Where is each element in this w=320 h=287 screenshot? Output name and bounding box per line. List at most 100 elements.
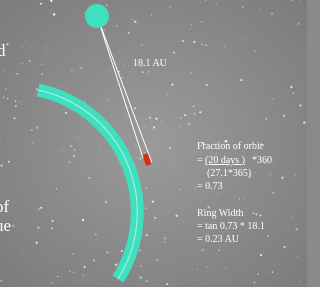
fragment: d (0, 41, 6, 60)
star-dot (253, 281, 255, 283)
star-dot (21, 63, 22, 64)
star-dot (8, 161, 10, 163)
star-dot (51, 227, 53, 229)
star-dot (156, 258, 159, 261)
star-dot (291, 217, 292, 218)
star-dot (119, 71, 120, 72)
star-dot (267, 236, 268, 237)
ring-segment (145, 154, 149, 165)
star-dot (32, 142, 34, 144)
star-dot (21, 46, 22, 47)
star-dot (255, 213, 257, 215)
star-dot (222, 91, 223, 92)
star-dot (180, 117, 181, 118)
star-dot (225, 267, 226, 268)
star-dot (139, 249, 141, 251)
star-dot (246, 118, 247, 119)
star-dot (57, 276, 58, 277)
star-dot (52, 282, 54, 284)
star-dot (36, 88, 38, 90)
star-dot (75, 216, 76, 217)
star-dot (190, 28, 191, 29)
star-dot (164, 241, 165, 242)
star-dot (152, 201, 154, 203)
star-dot (73, 272, 74, 273)
star-dot (182, 40, 184, 42)
star-dot (17, 73, 19, 75)
star-dot (193, 41, 195, 43)
star-dot (128, 32, 130, 34)
star-dot (167, 94, 168, 95)
fragment: of (0, 197, 10, 216)
denominator: (27.1*365) (207, 168, 251, 179)
star-dot (139, 158, 141, 160)
star-dot (15, 105, 17, 107)
star-dot (121, 250, 123, 252)
star-dot (224, 45, 225, 46)
star-dot (14, 117, 16, 119)
star-dot (12, 225, 15, 228)
star-dot (218, 250, 219, 251)
star-dot (195, 187, 196, 188)
star-dot (201, 250, 202, 251)
star-dot (105, 201, 107, 203)
star-dot (40, 3, 42, 5)
star-dot (84, 101, 85, 102)
star-dot (257, 273, 259, 275)
star-dot (88, 177, 90, 179)
star-dot (283, 115, 285, 117)
star-dot (155, 118, 157, 120)
star-dot (36, 241, 38, 243)
star-dot (290, 86, 292, 88)
star-dot (184, 114, 186, 116)
star-dot (295, 228, 297, 230)
star-dot (74, 149, 76, 151)
star-dot (142, 71, 144, 73)
star-dot (266, 118, 268, 120)
star-dot (170, 162, 171, 163)
star-dot (40, 207, 42, 209)
star-dot (297, 23, 299, 25)
star-dot (272, 271, 273, 272)
star-dot (82, 219, 84, 221)
star-dot (244, 198, 245, 199)
star-dot (93, 260, 95, 262)
star-dot (166, 283, 168, 285)
star-dot (272, 98, 273, 99)
star-dot (37, 226, 39, 228)
star-dot (283, 246, 285, 248)
star-dot (281, 177, 283, 179)
star-dot (25, 41, 26, 42)
star-dot (191, 24, 193, 26)
star-dot (141, 44, 143, 46)
fraction-title: Fraction of orbit (197, 141, 263, 152)
star-dot (271, 13, 273, 15)
star-dot (179, 126, 180, 127)
star-dot (201, 21, 203, 23)
star-dot (61, 151, 62, 152)
star-dot (115, 264, 117, 266)
star-dot (136, 145, 137, 146)
star-dot (80, 67, 82, 69)
star-dot (3, 97, 5, 99)
star-dot (270, 174, 271, 175)
star-dot (175, 215, 177, 217)
star-dot (51, 10, 52, 11)
fragment: ue (0, 216, 11, 235)
star-dot (190, 40, 191, 41)
star-dot (146, 234, 148, 236)
star-dot (7, 98, 9, 100)
star-dot (57, 87, 58, 88)
star-dot (260, 254, 262, 256)
star-dot (51, 220, 53, 222)
star-dot (154, 217, 156, 219)
star-dot (201, 43, 203, 45)
star-dot (295, 174, 296, 175)
ring-width-title: Ring Width (197, 208, 243, 219)
star-dot (216, 4, 217, 5)
star-dot (274, 163, 275, 164)
star-dot (69, 161, 71, 163)
star-dot (170, 6, 171, 7)
star-dot (173, 51, 175, 53)
ring-width-formula: = tan 0.73 * 18.1 (197, 221, 265, 232)
